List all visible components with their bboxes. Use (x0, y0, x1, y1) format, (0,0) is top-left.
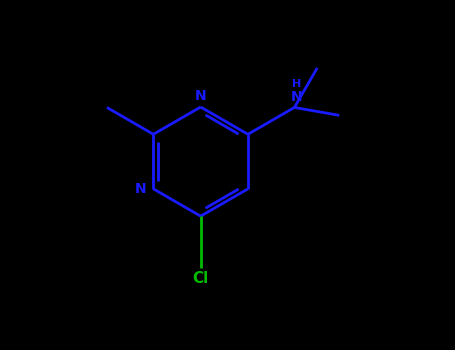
Text: N: N (291, 90, 303, 104)
Text: N: N (135, 182, 147, 196)
Text: H: H (292, 79, 301, 89)
Text: N: N (195, 90, 207, 104)
Text: Cl: Cl (192, 271, 209, 286)
